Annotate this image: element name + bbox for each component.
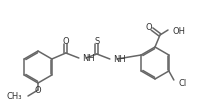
Text: NH: NH	[81, 54, 94, 63]
Text: O: O	[35, 86, 41, 95]
Text: NH: NH	[112, 55, 125, 64]
Text: O: O	[62, 37, 69, 46]
Text: OH: OH	[172, 26, 185, 35]
Text: S: S	[94, 37, 99, 46]
Text: Cl: Cl	[178, 79, 186, 88]
Text: O: O	[145, 23, 152, 32]
Text: CH₃: CH₃	[6, 92, 22, 101]
